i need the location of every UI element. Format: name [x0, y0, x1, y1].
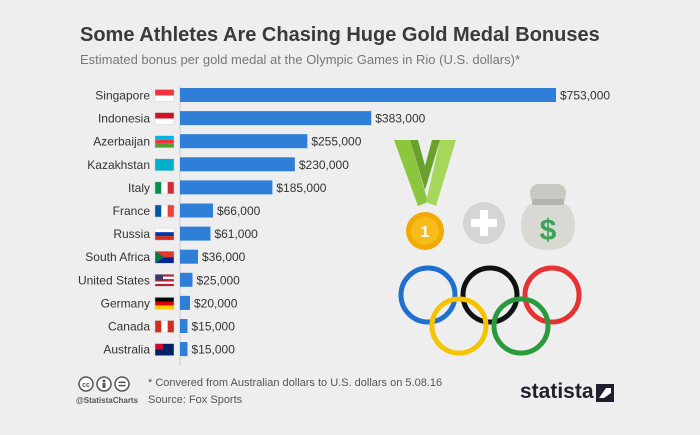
value-label-azerbaijan: $255,000	[311, 135, 361, 149]
category-label-italy: Italy	[128, 181, 150, 195]
value-label-france: $66,000	[217, 204, 261, 218]
source: Source: Fox Sports	[148, 394, 243, 406]
value-label-united-states: $25,000	[196, 273, 240, 287]
flag-icon-italy	[154, 181, 175, 195]
category-label-south-africa: South Africa	[85, 250, 150, 264]
category-label-indonesia: Indonesia	[98, 112, 150, 126]
bar-singapore	[180, 88, 556, 102]
flag-icon-indonesia	[154, 112, 175, 125]
medal-icon: 1	[394, 140, 456, 250]
flag-icon-kazakhstan	[154, 158, 175, 172]
footnote: * Convered from Australian dollars to U.…	[148, 377, 443, 389]
bar-united-states	[180, 272, 193, 287]
value-label-canada: $15,000	[191, 320, 235, 334]
plus-icon	[463, 202, 505, 244]
page-title: Some Athletes Are Chasing Huge Gold Meda…	[80, 24, 600, 46]
flag-icon-australia	[154, 343, 175, 356]
bar-france	[180, 203, 213, 218]
value-label-singapore: $753,000	[560, 89, 610, 103]
category-label-azerbaijan: Azerbaijan	[93, 135, 150, 149]
illustration: 1 $	[394, 140, 582, 356]
statista-logo-icon	[596, 384, 614, 402]
bar-canada	[180, 319, 188, 333]
category-label-france: France	[113, 204, 151, 218]
cc-icon: cc	[78, 376, 94, 392]
svg-text:cc: cc	[82, 382, 90, 389]
category-label-australia: Australia	[103, 343, 150, 357]
olympic-rings-icon	[398, 265, 582, 356]
flag-icon-france	[154, 204, 175, 218]
bar-australia	[180, 342, 188, 357]
money-bag-icon: $	[521, 184, 575, 250]
flag-icon-germany	[154, 297, 175, 310]
category-label-united-states: United States	[78, 273, 150, 287]
medal-number: 1	[421, 224, 430, 241]
flag-icon-south-africa	[154, 250, 175, 264]
flag-icon-canada	[154, 320, 175, 333]
bar-kazakhstan	[180, 157, 295, 172]
value-label-russia: $61,000	[214, 227, 258, 241]
flag-icon-azerbaijan	[154, 135, 175, 148]
flag-icon-united-states	[154, 274, 175, 287]
license-icons: cc	[78, 376, 130, 392]
flag-icon-singapore	[154, 89, 175, 102]
flag-icon-russia	[154, 227, 175, 241]
bar-italy	[180, 180, 273, 195]
svg-text:$: $	[540, 214, 557, 247]
category-label-singapore: Singapore	[95, 89, 150, 103]
bar-russia	[180, 226, 211, 241]
value-label-kazakhstan: $230,000	[299, 158, 349, 172]
social-handle: @StatistaCharts	[76, 396, 139, 405]
value-label-indonesia: $383,000	[375, 112, 425, 126]
bar-indonesia	[180, 111, 372, 126]
category-label-kazakhstan: Kazakhstan	[87, 158, 150, 172]
nd-icon	[114, 376, 130, 392]
value-label-australia: $15,000	[191, 343, 235, 357]
value-label-south-africa: $36,000	[202, 250, 246, 264]
value-label-germany: $20,000	[194, 296, 238, 310]
category-label-canada: Canada	[108, 320, 150, 334]
value-label-italy: $185,000	[276, 181, 326, 195]
by-icon	[96, 376, 112, 392]
bar-azerbaijan	[180, 134, 308, 149]
bar-germany	[180, 295, 190, 310]
category-label-germany: Germany	[101, 296, 150, 310]
brand-name: statista	[520, 380, 594, 403]
page-subtitle: Estimated bonus per gold medal at the Ol…	[80, 52, 521, 67]
category-label-russia: Russia	[113, 227, 150, 241]
bar-south-africa	[180, 249, 198, 264]
